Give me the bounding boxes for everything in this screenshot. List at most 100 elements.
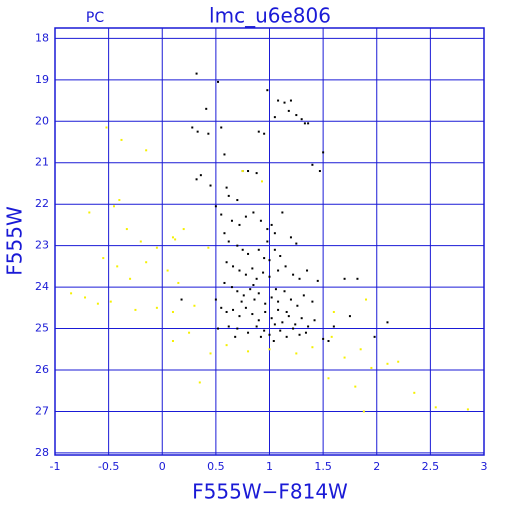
point: [225, 310, 228, 313]
point: [296, 304, 299, 307]
x-axis-label: F555W−F814W: [192, 480, 348, 504]
point: [273, 323, 276, 326]
y-tick-label: 18: [35, 31, 49, 44]
point: [244, 306, 247, 309]
point: [279, 255, 282, 258]
point: [268, 275, 271, 278]
point: [285, 310, 288, 313]
point: [196, 130, 199, 133]
point: [134, 308, 137, 311]
point: [247, 170, 250, 173]
point: [266, 89, 269, 92]
point: [304, 331, 307, 334]
x-tick-label: 1: [266, 460, 273, 473]
point: [273, 116, 276, 119]
point: [270, 223, 273, 226]
point: [223, 281, 226, 284]
point: [332, 310, 335, 313]
point: [118, 199, 121, 202]
x-tick-label: 1.5: [314, 460, 332, 473]
y-tick-label: 20: [35, 114, 49, 127]
point: [232, 265, 235, 268]
point: [70, 292, 73, 295]
point: [386, 321, 389, 324]
point: [155, 306, 158, 309]
x-tick-label: 2: [373, 460, 380, 473]
point: [370, 366, 373, 369]
x-tick-label: 0.5: [207, 460, 225, 473]
point: [84, 296, 87, 299]
point: [260, 180, 263, 183]
point: [273, 248, 276, 251]
point: [298, 277, 301, 280]
point: [251, 267, 254, 270]
point: [307, 122, 310, 125]
point: [298, 333, 301, 336]
point: [281, 211, 284, 214]
point: [281, 321, 284, 324]
chart-title: lmc_u6e806: [209, 4, 331, 28]
point: [279, 329, 282, 332]
point: [289, 298, 292, 301]
point: [105, 126, 108, 129]
point: [466, 408, 469, 411]
point: [343, 277, 346, 280]
point: [373, 335, 376, 338]
point: [238, 269, 241, 272]
point: [244, 215, 247, 218]
x-tick-label: 0: [159, 460, 166, 473]
point: [217, 80, 220, 83]
point: [287, 109, 290, 112]
point: [209, 184, 212, 187]
point: [247, 252, 250, 255]
point: [283, 290, 286, 293]
point: [205, 107, 208, 110]
point: [109, 300, 112, 303]
point: [241, 170, 244, 173]
point: [263, 257, 266, 260]
y-tick-label: 28: [35, 446, 49, 459]
point: [359, 348, 362, 351]
point: [195, 72, 198, 75]
point: [264, 302, 267, 305]
point: [238, 223, 241, 226]
point: [354, 385, 357, 388]
x-tick-label: 2.5: [422, 460, 440, 473]
y-tick-label: 19: [35, 73, 49, 86]
point: [295, 352, 298, 355]
point: [356, 277, 359, 280]
x-tick-label: -1: [50, 460, 61, 473]
point: [125, 228, 128, 231]
point: [273, 232, 276, 235]
point: [255, 277, 258, 280]
point: [397, 360, 400, 363]
point: [274, 288, 277, 291]
point: [112, 205, 115, 208]
point: [225, 186, 228, 189]
point: [251, 313, 254, 316]
point: [209, 352, 212, 355]
point: [129, 277, 132, 280]
point: [227, 325, 230, 328]
point: [199, 174, 202, 177]
point: [255, 172, 258, 175]
point: [362, 410, 365, 413]
point: [311, 300, 314, 303]
point: [180, 298, 183, 301]
x-tick-label: -0.5: [98, 460, 119, 473]
point: [252, 284, 255, 287]
y-tick-label: 24: [35, 280, 49, 293]
point: [292, 273, 295, 276]
point: [283, 101, 286, 104]
y-axis-label: F555W: [3, 206, 27, 276]
point: [182, 228, 185, 231]
point: [264, 310, 267, 313]
point: [217, 327, 220, 330]
point: [195, 178, 198, 181]
point: [311, 346, 314, 349]
point: [263, 132, 266, 135]
point: [177, 281, 180, 284]
point: [270, 317, 273, 320]
